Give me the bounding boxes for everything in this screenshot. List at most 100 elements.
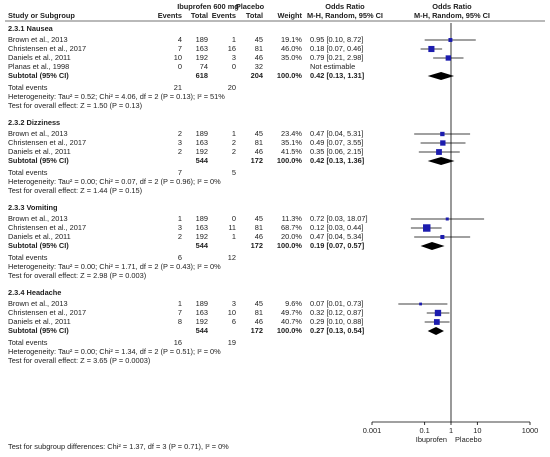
subtotal-weight: 100.0% <box>277 326 302 335</box>
study-total2: 45 <box>255 129 263 138</box>
study-total2: 81 <box>255 223 263 232</box>
subtotal-label: Subtotal (95% CI) <box>8 156 69 165</box>
study-ci-label: 0.79 [0.21, 2.98] <box>310 53 363 62</box>
study-events1: 3 <box>178 223 182 232</box>
subtotal-label: Subtotal (95% CI) <box>8 71 69 80</box>
study-ci-label: 0.07 [0.01, 0.73] <box>310 299 363 308</box>
study-total1: 189 <box>196 35 208 44</box>
study-events1: 10 <box>174 53 182 62</box>
study-name: Brown et al., 2013 <box>8 214 68 223</box>
total-events1: 6 <box>178 253 182 262</box>
study-events2: 0 <box>232 214 236 223</box>
x-tick-label: 0.1 <box>420 426 430 435</box>
study-events2: 2 <box>232 138 236 147</box>
study-total1: 189 <box>196 299 208 308</box>
study-name: Christensen et al., 2017 <box>8 223 86 232</box>
favours-right: Placebo <box>455 435 482 444</box>
study-name: Christensen et al., 2017 <box>8 44 86 53</box>
study-ci-label: Not estimable <box>310 62 355 71</box>
study-total1: 192 <box>196 53 208 62</box>
heterogeneity: Heterogeneity: Tau² = 0.00; Chi² = 1.71,… <box>8 262 221 271</box>
subtotal-ci-label: 0.19 [0.07, 0.57] <box>310 241 365 250</box>
study-ci-label: 0.32 [0.12, 0.87] <box>310 308 363 317</box>
study-ci-label: 0.49 [0.07, 3.55] <box>310 138 363 147</box>
total-events2: 20 <box>228 83 236 92</box>
study-name: Daniels et al., 2011 <box>8 147 71 156</box>
subtotal-total2: 172 <box>251 241 263 250</box>
study-total1: 192 <box>196 317 208 326</box>
study-weight: 41.5% <box>281 147 302 156</box>
header-or-plot: Odds Ratio <box>432 2 472 11</box>
subtotal-total1: 618 <box>196 71 208 80</box>
study-total2: 81 <box>255 138 263 147</box>
study-events2: 11 <box>228 223 236 232</box>
study-total2: 46 <box>255 53 263 62</box>
study-ci-label: 0.35 [0.06, 2.15] <box>310 147 363 156</box>
study-square <box>419 302 422 306</box>
study-total1: 163 <box>196 138 208 147</box>
study-total1: 192 <box>196 147 208 156</box>
study-total1: 74 <box>200 62 208 71</box>
study-events1: 2 <box>178 147 182 156</box>
study-square <box>433 319 440 325</box>
study-events1: 2 <box>178 129 182 138</box>
study-square <box>440 140 446 146</box>
heterogeneity: Heterogeneity: Tau² = 0.52; Chi² = 4.06,… <box>8 92 225 101</box>
overall-effect: Test for overall effect: Z = 3.65 (P = 0… <box>8 356 150 365</box>
overall-effect: Test for overall effect: Z = 1.44 (P = 0… <box>8 186 142 195</box>
study-total2: 45 <box>255 299 263 308</box>
x-tick-label: 1 <box>449 426 453 435</box>
total-events-label: Total events <box>8 338 48 347</box>
study-square <box>440 131 445 137</box>
footer: Test for subgroup differences: Chi² = 1.… <box>8 442 229 451</box>
study-weight: 40.7% <box>281 317 302 326</box>
subtotal-total2: 172 <box>251 156 263 165</box>
overall-effect: Test for overall effect: Z = 2.98 (P = 0… <box>8 271 146 280</box>
study-events2: 2 <box>232 147 236 156</box>
total-events-label: Total events <box>8 83 48 92</box>
study-total2: 46 <box>255 232 263 241</box>
study-total1: 163 <box>196 308 208 317</box>
study-events2: 6 <box>232 317 236 326</box>
header-total2: Total <box>246 11 263 20</box>
study-name: Christensen et al., 2017 <box>8 308 86 317</box>
study-weight: 68.7% <box>281 223 302 232</box>
subgroup-title: 2.3.1 Nausea <box>8 24 54 33</box>
subtotal-diamond <box>427 327 444 335</box>
header-group1: Ibuprofen 600 mg <box>177 2 239 11</box>
study-name: Daniels et al., 2011 <box>8 53 71 62</box>
header-study: Study or Subgroup <box>8 11 75 20</box>
total-events-label: Total events <box>8 253 48 262</box>
study-weight: 35.1% <box>281 138 302 147</box>
subgroup-title: 2.3.4 Headache <box>8 288 61 297</box>
subtotal-ci-label: 0.27 [0.13, 0.54] <box>310 326 365 335</box>
subtotal-diamond <box>427 72 455 80</box>
study-events1: 3 <box>178 138 182 147</box>
study-square <box>428 45 435 53</box>
study-events1: 8 <box>178 317 182 326</box>
subgroup-title: 2.3.3 Vomiting <box>8 203 58 212</box>
study-ci-label: 0.29 [0.10, 0.88] <box>310 317 363 326</box>
heterogeneity: Heterogeneity: Tau² = 0.00; Chi² = 0.07,… <box>8 177 221 186</box>
study-weight: 11.3% <box>282 214 303 223</box>
total-events1: 16 <box>174 338 182 347</box>
study-name: Brown et al., 2013 <box>8 129 68 138</box>
x-tick-label: 10 <box>473 426 481 435</box>
subtotal-label: Subtotal (95% CI) <box>8 241 69 250</box>
study-events1: 4 <box>178 35 182 44</box>
study-weight: 35.0% <box>281 53 302 62</box>
study-square <box>448 38 453 42</box>
study-events1: 2 <box>178 232 182 241</box>
total-events1: 21 <box>174 83 182 92</box>
study-events1: 7 <box>178 308 182 317</box>
study-ci-label: 0.72 [0.03, 18.07] <box>310 214 368 223</box>
study-total2: 81 <box>255 308 263 317</box>
study-square <box>445 217 449 221</box>
study-weight: 19.1% <box>281 35 302 44</box>
study-square <box>440 234 445 240</box>
study-total2: 45 <box>255 214 263 223</box>
subtotal-diamond <box>427 157 455 165</box>
study-events2: 0 <box>232 62 236 71</box>
study-name: Brown et al., 2013 <box>8 35 68 44</box>
